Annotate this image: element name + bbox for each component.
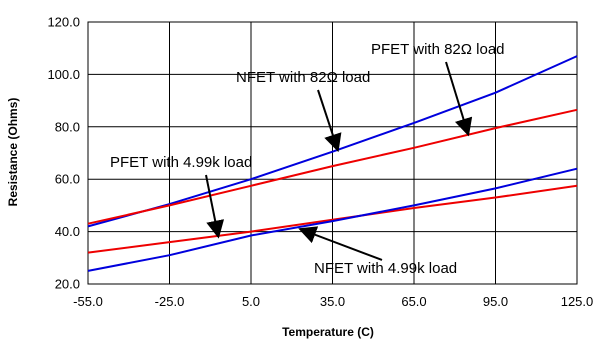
annotation-arrow xyxy=(298,226,383,261)
annotation-pfet-82-load: PFET with 82Ω load xyxy=(371,41,505,137)
x-tick-label: 125.0 xyxy=(561,294,594,309)
x-tick-label: 95.0 xyxy=(483,294,508,309)
annotation-nfet-499k-load: NFET with 4.99k load xyxy=(298,226,457,277)
y-tick-label: 20.0 xyxy=(55,277,80,292)
y-tick-label: 80.0 xyxy=(55,119,80,134)
series-line-1 xyxy=(87,108,578,225)
gridlines xyxy=(87,21,578,285)
series-line-3 xyxy=(87,167,578,272)
y-tick-label: 60.0 xyxy=(55,172,80,187)
x-axis-label: Temperature (C) xyxy=(282,325,374,339)
y-tick-label: 40.0 xyxy=(55,224,80,239)
annotation-label: NFET with 82Ω load xyxy=(236,69,370,86)
annotation-label: PFET with 4.99k load xyxy=(110,154,252,171)
x-tick-label: 65.0 xyxy=(401,294,426,309)
annotation-nfet-82-load: NFET with 82Ω load xyxy=(236,69,370,153)
annotation-arrow xyxy=(445,61,473,137)
annotation-arrow xyxy=(317,89,342,153)
x-tick-label: 5.0 xyxy=(242,294,260,309)
y-tick-label: 100.0 xyxy=(47,67,80,82)
annotation-pfet-499k-load: PFET with 4.99k load xyxy=(110,154,252,239)
x-tick-label: -55.0 xyxy=(73,294,103,309)
y-tick-label: 120.0 xyxy=(47,15,80,30)
plot-area xyxy=(87,21,578,285)
annotation-label: PFET with 82Ω load xyxy=(371,41,505,58)
x-tick-label: -25.0 xyxy=(155,294,185,309)
series-line-2 xyxy=(87,184,578,254)
y-axis-label: Resistance (Ohms) xyxy=(6,98,20,207)
annotation-arrow xyxy=(205,174,225,239)
tick-labels: 20.0 40.0 60.0 80.0 100.0 120.0 -55.0 -25.0 5.0 3… xyxy=(47,15,593,310)
annotation-label: NFET with 4.99k load xyxy=(314,260,457,277)
x-tick-label: 35.0 xyxy=(320,294,345,309)
